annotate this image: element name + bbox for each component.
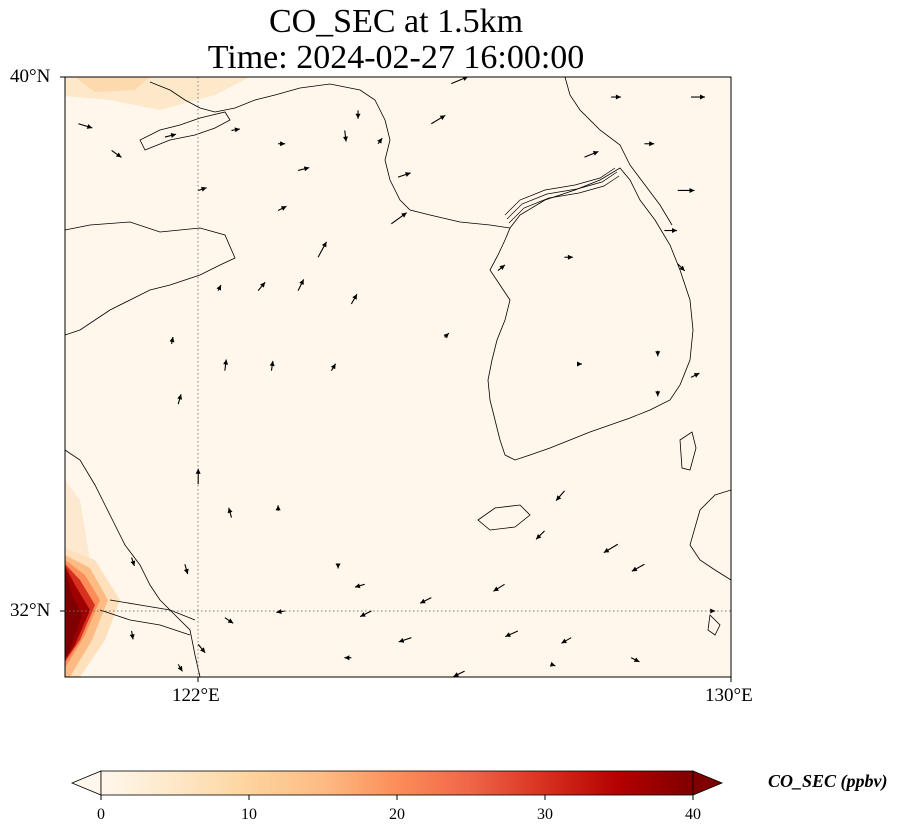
wind-vector-head [343,136,348,142]
wind-vector-head [344,655,350,661]
wind-vector-head [561,638,567,644]
wind-vector-head [86,124,93,129]
wind-vector-head [592,151,599,156]
colorbar-tick-0: 0 [97,806,105,823]
wind-vector-head [200,647,206,653]
wind-vector-head [443,333,449,339]
wind-vector-head [170,133,177,138]
gridlines [65,77,731,677]
wind-vector-head [321,241,327,248]
wind-vectors [78,77,716,677]
axis-ticks [60,76,732,682]
wind-vector-head [269,360,275,367]
colorbar-label: CO_SEC (ppbv) [768,771,888,791]
wind-vector-head [234,127,240,133]
wind-vector-head [672,228,677,234]
map-title: CO_SEC at 1.5km [268,3,524,40]
wind-vector-head [130,560,136,566]
wind-vector-head [280,206,287,211]
wind-vector-head [275,505,281,511]
wind-vector-head [355,113,361,119]
wind-vector-head [276,609,282,615]
wind-vector-head [227,507,233,514]
wind-vector-head [377,138,383,144]
wind-vector-head [505,632,511,637]
wind-vector-head [183,568,189,575]
colorbar-tick-40: 40 [685,806,701,823]
wind-vector-head [631,566,638,572]
wind-vector-head [420,598,426,604]
wind-vector-head [129,634,135,640]
wind-vector-head [216,285,221,291]
wind-vector-head [689,187,695,193]
concentration-field [65,77,250,677]
wind-vector-head [405,172,411,177]
border-lines [504,167,620,224]
wind-vector-head [493,586,499,592]
wind-vector-head [549,661,556,667]
lat-label-40: 40°N [10,66,51,87]
wind-vector-head [655,391,661,397]
colorbar-tick-10: 10 [241,806,257,823]
map-subtitle-time: Time: 2024-02-27 16:00:00 [207,39,585,76]
wind-vector-head [453,672,459,677]
wind-vector-head [177,665,183,672]
lat-label-32: 32°N [10,600,51,621]
map-frame [64,76,732,678]
wind-vector-head [401,212,407,218]
colorbar-min-extend [70,770,102,796]
wind-vector-head [227,618,234,624]
colorbar-gradient [100,770,694,796]
wind-vector-head [352,294,357,300]
wind-vector-head [462,77,468,81]
wind-vector-head [536,533,542,540]
wind-vector-head [603,547,610,553]
lon-label-130: 130°E [705,685,753,706]
wind-vector-head [195,468,201,474]
coastlines [65,77,731,677]
lon-label-122: 122°E [172,685,220,706]
wind-vector-head [439,115,446,121]
wind-vector-head [115,152,122,158]
wind-vector-head [700,94,706,100]
wind-vector-head [223,359,229,365]
wind-vector-head [556,495,562,501]
colorbar-tick-20: 20 [389,806,405,823]
wind-vector-head [649,141,655,147]
wind-vector-head [201,186,207,192]
wind-vector-head [679,265,685,271]
wind-vector-head [330,363,336,370]
wind-vector-head [280,141,286,147]
wind-vector-head [303,166,310,172]
wind-vector-head [633,657,640,662]
wind-vector-head [577,361,583,367]
wind-vector-head [655,351,661,357]
wind-vector-head [335,563,341,569]
wind-vector-head [360,612,366,617]
wind-vector-head [693,373,700,378]
wind-vector-head [499,264,505,271]
wind-vector-head [354,583,361,589]
colorbar [70,770,724,800]
wind-vector-head [177,394,183,400]
wind-vector-head [260,282,266,288]
wind-vector-head [615,94,621,100]
wind-vector-head [299,279,304,285]
colorbar-tick-30: 30 [537,806,553,823]
colorbar-max-extend [692,770,724,796]
wind-vector-head [567,254,573,260]
wind-vector-head [398,637,405,643]
wind-vector-head [169,337,175,343]
wind-vector-head [710,608,716,614]
